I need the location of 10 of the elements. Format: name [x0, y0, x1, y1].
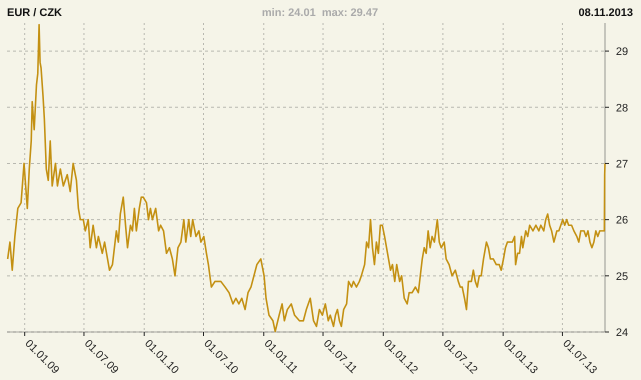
text: 08.11.2013: [578, 7, 633, 19]
chart-subtitle: min: 24.01 max: 29.47: [262, 7, 378, 19]
y-tick-label: 28: [616, 102, 628, 114]
y-tick-label: 24: [616, 327, 628, 339]
chart-title: EUR / CZK: [7, 7, 62, 19]
y-tick-label: 25: [616, 270, 628, 283]
y-tick-label: 29: [616, 46, 628, 58]
y-tick-label: 26: [616, 214, 628, 227]
line-series: [6, 24, 606, 332]
y-tick-label: 27: [616, 158, 628, 170]
